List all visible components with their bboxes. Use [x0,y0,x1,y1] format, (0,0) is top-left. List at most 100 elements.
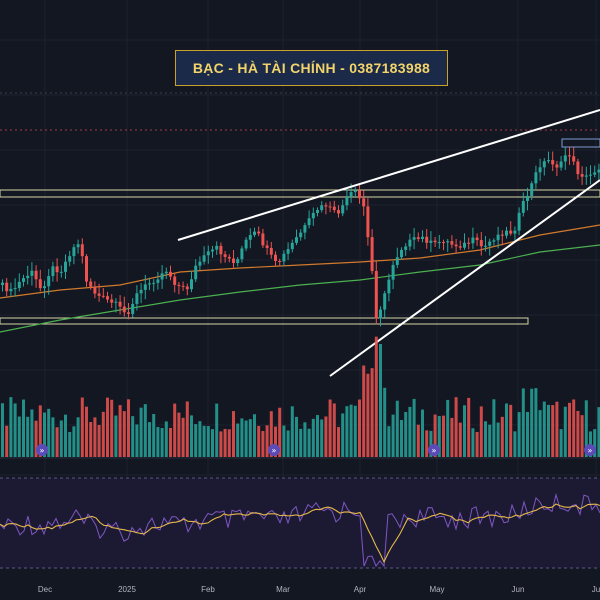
candle-body [324,205,328,207]
candle-body [282,253,286,262]
rsi-background [0,478,600,568]
volume-bar [526,411,529,457]
candle-body [534,172,538,184]
candle-body [353,190,357,193]
volume-bar [500,416,504,457]
candle-body [127,312,130,314]
volume-bar [211,429,214,457]
volume-bar [26,416,30,457]
candle-body [232,258,235,264]
chart-title: BẠC - HÀ TÀI CHÍNH - 0387183988 [192,60,431,76]
volume-bar [505,403,508,457]
candle-body [211,249,214,252]
volume-bar [299,428,303,457]
volume-bar [38,405,42,457]
candle-body [492,240,496,242]
candle-body [303,225,307,233]
candle-body [114,301,118,303]
candle-body [152,282,156,284]
volume-bar [114,415,118,457]
volume-bar [76,417,80,457]
candle-body [349,192,353,197]
volume-bar [475,431,479,457]
candle-body [122,306,126,313]
candle-body [374,271,378,319]
candle-body [190,279,193,290]
candle-body [387,279,391,294]
volume-bar [370,368,374,457]
candle-body [72,247,76,257]
volume-bar [290,406,294,457]
double-chevron-icon [584,444,596,456]
candle-body [299,232,303,238]
volume-bar [576,410,580,457]
candle-body [26,275,30,279]
volume-bar [215,403,219,457]
candle-body [328,206,332,208]
candle-body [5,282,9,292]
x-tick-label: Apr [354,585,367,594]
volume-bar [551,405,555,457]
candle-body [563,155,567,162]
volume-bar [1,403,4,457]
volume-bar [101,411,105,457]
volume-bar [366,373,370,457]
volume-bar [164,421,168,457]
volume-bar [55,427,59,457]
candle-body [43,286,46,289]
candle-body [80,244,84,257]
candle-body [64,261,67,272]
volume-bar [358,399,361,457]
volume-bar [488,424,492,457]
candle-body [442,242,445,244]
volume-bar [362,365,366,457]
candle-body [93,286,97,294]
volume-bar [261,430,265,457]
volume-bar [148,422,151,457]
candle-body [240,248,244,260]
candle-body [307,218,311,226]
candle-body [341,205,345,214]
candle-body [391,264,395,280]
upper-trendline [177,109,600,241]
candle-body [22,278,25,282]
volume-bar [202,425,206,457]
x-tick-label: Ju [592,585,600,594]
candle-body [227,256,231,259]
volume-bar [34,420,38,457]
volume-bar [559,429,563,457]
candle-body [450,241,454,245]
support-zone [0,317,529,325]
candle-body [38,279,42,289]
volume-bar [9,397,13,457]
double-chevron-icon-glyph: » [40,446,45,455]
candle-body [9,288,13,292]
candle-body [530,183,534,196]
candle-body [97,293,101,296]
volume-bar [190,415,193,457]
candle-body [219,245,223,255]
volume-bar [416,424,420,457]
candle-body [110,299,114,303]
volume-bar [379,343,382,457]
volume-bar [59,420,63,457]
volume-bar [425,430,429,457]
volume-bar [408,406,412,457]
volume-bar [442,415,445,457]
candle-body [55,266,59,273]
volume-bar [131,416,135,457]
volume-bar [156,427,160,457]
candle-body [320,205,324,211]
volume-bar [349,404,353,457]
x-tick-label: 2025 [118,585,136,594]
volume-bar [412,398,416,457]
candle-body [337,210,340,214]
candle-body [286,249,290,254]
candle-body [13,288,17,290]
volume-bar [391,414,395,457]
volume-bar [282,425,286,457]
resistance-zone [0,189,600,198]
candle-body [479,240,483,247]
candle-body [47,276,51,287]
